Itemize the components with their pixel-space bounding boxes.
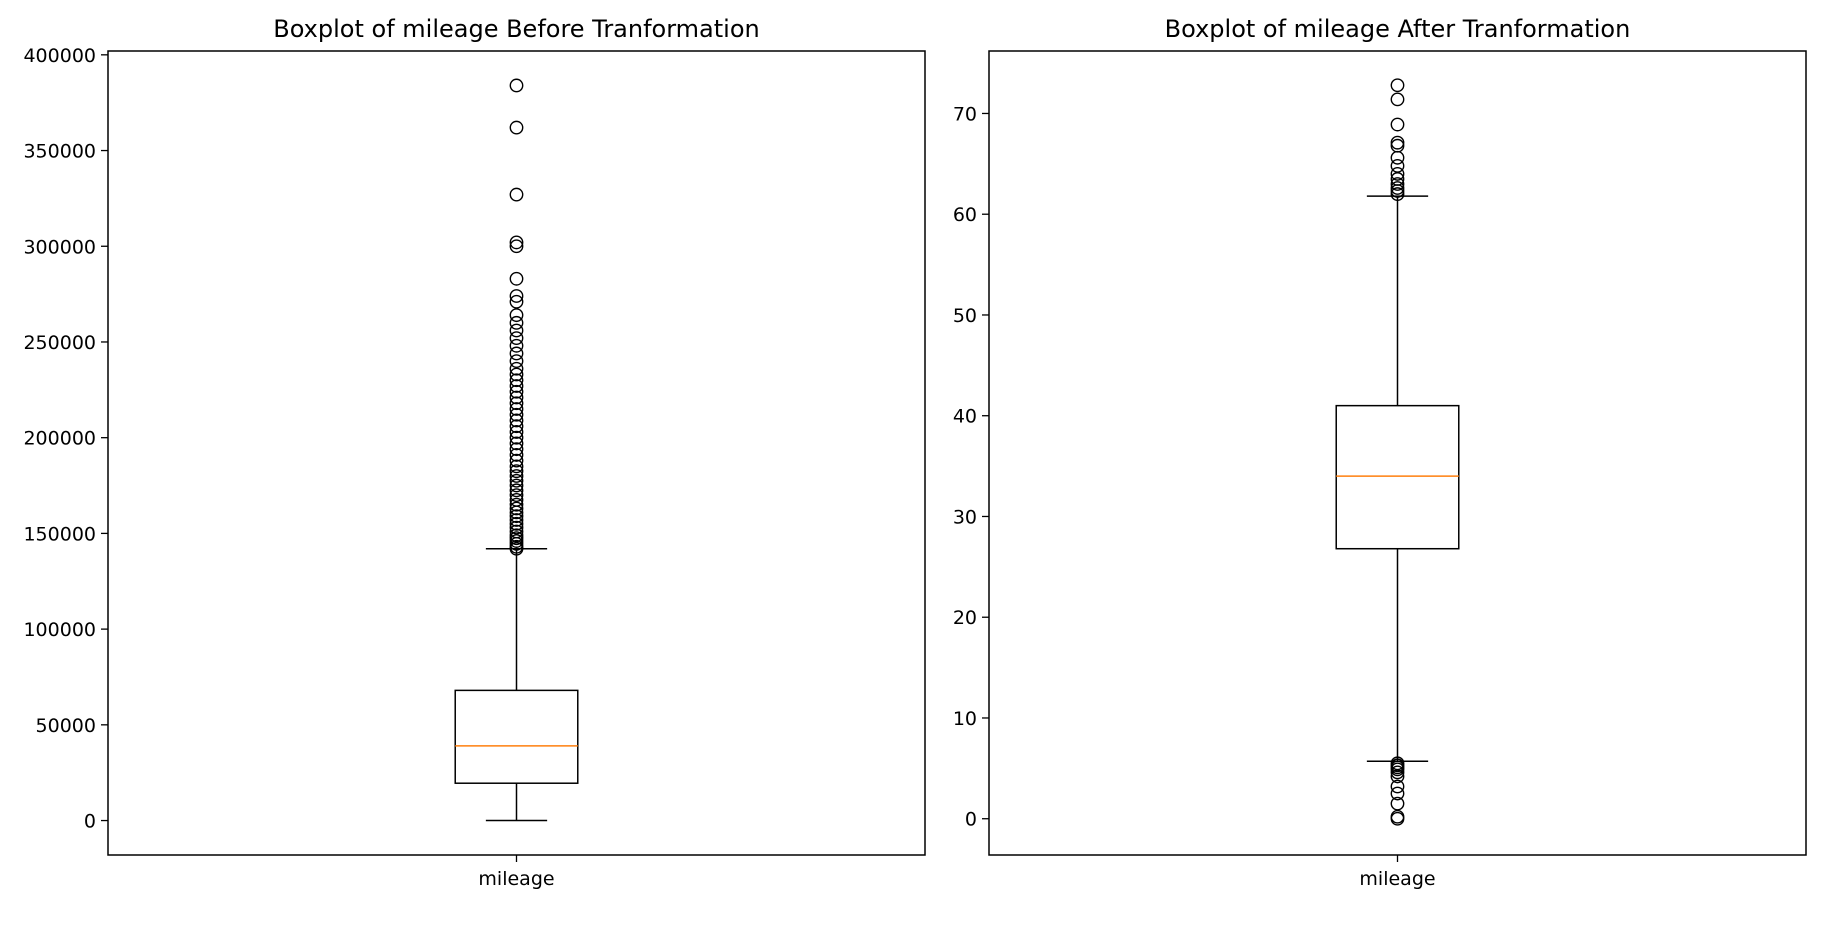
y-tick-label: 70 [953, 103, 977, 125]
iqr-box [454, 689, 579, 784]
outlier-point [509, 354, 524, 369]
y-tick-label: 350000 [23, 141, 96, 163]
outlier-point [509, 524, 524, 539]
outlier-point [509, 120, 524, 135]
outlier-point [509, 520, 524, 535]
outlier-point [509, 528, 524, 543]
outlier-point [509, 513, 524, 527]
y-tick-label: 250000 [23, 332, 96, 354]
outlier-point [509, 323, 524, 338]
outlier-point [1390, 796, 1405, 811]
iqr-box [1335, 404, 1460, 550]
outlier-point [509, 413, 524, 428]
y-tick-label: 200000 [23, 428, 96, 450]
y-tick-label: 50 [953, 305, 977, 327]
outlier-point [509, 488, 524, 503]
outlier-point [1390, 150, 1405, 165]
outlier-point [509, 289, 524, 303]
outlier-point [509, 331, 524, 346]
y-tick-label: 300000 [23, 236, 96, 258]
outlier-point [509, 379, 524, 393]
outlier-point [509, 473, 524, 488]
y-tick-label: 20 [953, 607, 977, 629]
outlier-point [509, 338, 524, 353]
x-tick-label: mileage [478, 868, 554, 890]
outlier-point [509, 187, 524, 202]
outlier-point [1390, 158, 1405, 173]
outlier-point [1390, 138, 1405, 153]
outlier-point [509, 361, 524, 376]
outlier-point [1390, 167, 1405, 181]
y-tick-label: 400000 [23, 45, 96, 67]
outlier-point [509, 425, 524, 439]
outlier-point [1390, 779, 1405, 794]
outlier-point [1390, 181, 1405, 195]
outlier-point [509, 419, 524, 434]
outlier-point [509, 453, 524, 468]
chart-title: Boxplot of mileage After Tranformation [1165, 15, 1631, 43]
outlier-point [1390, 786, 1405, 801]
y-tick-label: 150000 [23, 523, 96, 545]
y-tick-label: 50000 [36, 715, 96, 737]
y-tick-label: 10 [953, 708, 977, 730]
outlier-point [509, 384, 524, 399]
outlier-point [1390, 135, 1405, 150]
outlier-point [509, 308, 524, 323]
outlier-point [509, 294, 524, 309]
outlier-point [509, 271, 524, 286]
y-tick-label: 30 [953, 506, 977, 528]
y-tick-label: 0 [84, 811, 96, 833]
outlier-point [509, 430, 524, 445]
outlier-point [509, 390, 524, 405]
outlier-point [509, 459, 524, 474]
outlier-point [509, 407, 524, 422]
y-tick-label: 60 [953, 204, 977, 226]
outlier-point [1390, 78, 1405, 93]
outlier-point [509, 509, 524, 524]
outlier-point [509, 367, 524, 382]
outlier-point [509, 346, 524, 361]
outlier-point [509, 483, 524, 498]
boxplot-chart-1: Boxplot of mileage Before Tranformation 0… [23, 15, 926, 890]
outlier-point [509, 373, 524, 388]
outlier-point [1390, 92, 1405, 107]
axes-frame [107, 50, 926, 856]
outlier-point [509, 464, 524, 479]
boxplot-chart-2: Boxplot of mileage After Tranformation 0 1… [953, 15, 1807, 890]
outlier-point [509, 402, 524, 416]
outlier-point [509, 436, 524, 451]
outlier-point [509, 235, 524, 250]
outlier-point [509, 497, 524, 512]
outlier-point [1390, 177, 1405, 191]
outlier-point [509, 492, 524, 507]
outlier-point [509, 239, 524, 254]
outlier-point [509, 478, 524, 493]
outlier-point [509, 396, 524, 411]
outlier-point [509, 516, 524, 531]
x-tick-label: mileage [1359, 868, 1435, 890]
y-tick-label: 40 [953, 406, 977, 428]
outlier-point [509, 469, 524, 483]
outlier-point [509, 501, 524, 516]
outlier-point [509, 78, 524, 93]
outlier-point [1390, 756, 1405, 771]
y-tick-label: 0 [965, 809, 977, 831]
outlier-point [1390, 117, 1405, 132]
outlier-point [509, 448, 524, 462]
outlier-point [509, 442, 524, 457]
outlier-point [509, 315, 524, 330]
y-tick-label: 100000 [23, 619, 96, 641]
chart-title: Boxplot of mileage Before Tranformation [273, 15, 759, 43]
